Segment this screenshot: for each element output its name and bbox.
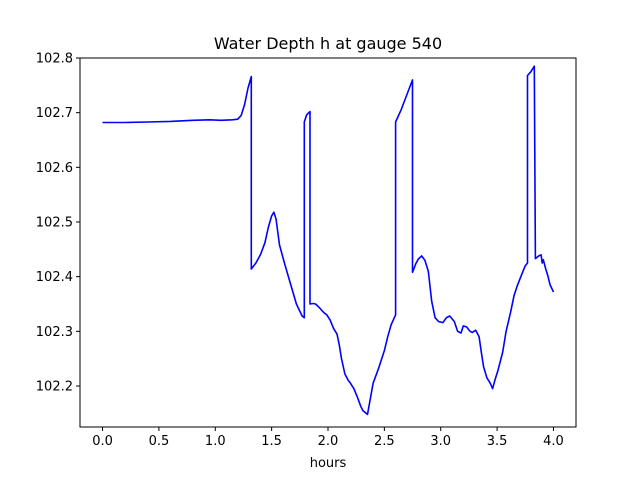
y-tick-label: 102.8 — [36, 52, 73, 67]
y-tick-label: 102.6 — [36, 161, 73, 176]
plot-frame — [79, 57, 577, 428]
y-tick-label: 102.7 — [36, 106, 73, 121]
series-line — [102, 65, 555, 416]
y-tick-label: 102.3 — [36, 325, 73, 340]
x-tick-label: 1.0 — [205, 434, 226, 449]
series-layer — [102, 65, 555, 416]
x-tick-label: 3.0 — [430, 434, 451, 449]
x-tick-label: 2.0 — [318, 434, 339, 449]
y-tick-label: 102.2 — [36, 380, 73, 395]
x-tick-label: 2.5 — [374, 434, 395, 449]
chart-title: Water Depth h at gauge 540 — [214, 34, 442, 53]
y-tick-label: 102.4 — [36, 270, 73, 285]
x-tick-label: 0.0 — [92, 434, 113, 449]
ticks-layer: 0.0 0.5 1.0 1.5 2.0 2.5 3.0 3.5 4.0 102.2 102.3 102… — [36, 52, 564, 450]
x-tick-label: 4.0 — [543, 434, 564, 449]
x-tick-label: 1.5 — [261, 434, 282, 449]
x-tick-label: 3.5 — [487, 434, 508, 449]
x-axis-label: hours — [310, 456, 347, 471]
x-tick-label: 0.5 — [149, 434, 170, 449]
y-tick-label: 102.5 — [36, 216, 73, 231]
